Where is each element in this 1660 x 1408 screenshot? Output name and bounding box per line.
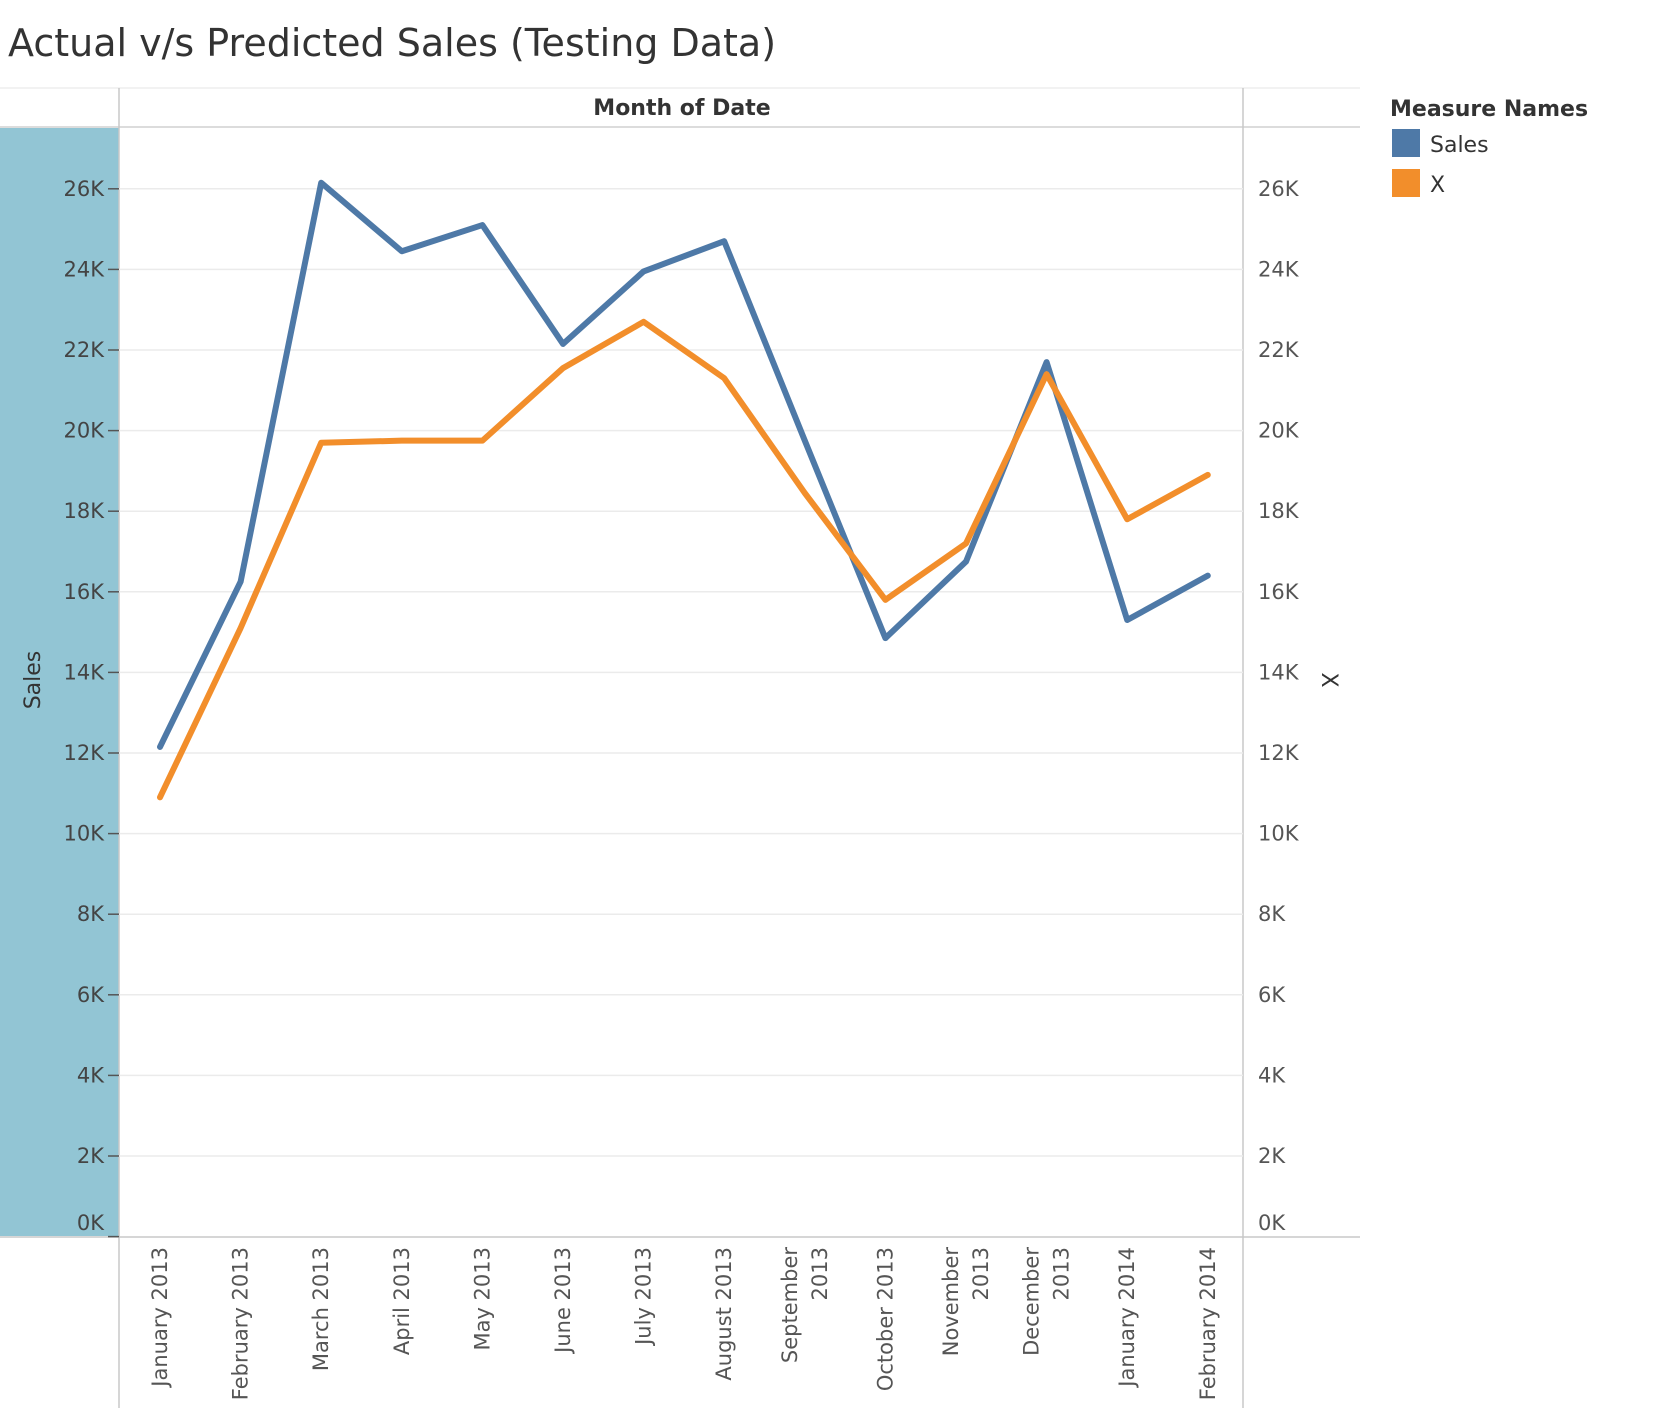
series-line-x[interactable]: [157, 318, 1211, 801]
legend-swatch[interactable]: [1392, 129, 1420, 157]
x-tick-label: June 2013: [551, 1247, 575, 1355]
series-lines: [157, 179, 1211, 801]
x-tick-label-line: November: [939, 1247, 963, 1357]
x-tick-label: March 2013: [309, 1247, 333, 1371]
y-left-tick-label: 26K: [64, 177, 106, 201]
y-right-tick-label: 26K: [1258, 177, 1300, 201]
x-tick-label-line: April 2013: [390, 1247, 414, 1355]
y-right-tick-label: 24K: [1258, 257, 1300, 281]
y-right-tick-label: 22K: [1258, 338, 1300, 362]
x-tick-label: July 2013: [632, 1247, 656, 1347]
x-tick-label-line: February 2014: [1196, 1247, 1220, 1400]
x-tick-label: April 2013: [390, 1247, 414, 1355]
y-right-tick-label: 14K: [1258, 660, 1300, 684]
left-axis-panel[interactable]: [0, 128, 119, 1236]
y-axis-right-title: X: [1316, 672, 1341, 687]
series-line-sales[interactable]: [157, 179, 1211, 750]
x-tick-label-line: March 2013: [309, 1247, 333, 1371]
x-tick-label: December 2013: [1020, 1247, 1074, 1356]
legend-swatch[interactable]: [1392, 169, 1420, 197]
y-left-tick-label: 4K: [77, 1063, 105, 1087]
x-tick-label: January 2014: [1115, 1247, 1139, 1389]
y-left-tick-label: 0K: [77, 1211, 105, 1235]
y-left-tick-label: 8K: [77, 902, 105, 926]
y-left-tick-label: 12K: [64, 741, 106, 765]
x-tick-label: January 2013: [148, 1247, 172, 1389]
y-right-tick-label: 6K: [1258, 983, 1286, 1007]
gridlines: [119, 188, 1243, 1157]
x-tick-label: February 2014: [1196, 1247, 1220, 1400]
y-right-tick-label: 2K: [1258, 1144, 1286, 1168]
x-tick-label-line: May 2013: [470, 1247, 494, 1351]
legend-label[interactable]: X: [1430, 173, 1445, 198]
y-left-tick-label: 6K: [77, 983, 105, 1007]
y-right-tick-label: 8K: [1258, 902, 1286, 926]
x-tick-label: November 2013: [939, 1247, 993, 1357]
x-tick-label-line: 2013: [808, 1247, 832, 1300]
y-right-tick-label: 18K: [1258, 499, 1300, 523]
x-tick-label-line: July 2013: [632, 1247, 656, 1347]
chart-title: Actual v/s Predicted Sales (Testing Data…: [8, 21, 776, 65]
x-tick-label: May 2013: [470, 1247, 494, 1351]
y-left-tick-label: 22K: [64, 338, 106, 362]
y-axis-right: 0K 2K 4K 6K 8K 10K 12K 14K 16K 18K 20K 22K 24K 26K: [1258, 177, 1300, 1235]
y-right-tick-label: 20K: [1258, 419, 1300, 443]
y-right-tick-label: 4K: [1258, 1063, 1286, 1087]
x-tick-label: October 2013: [873, 1247, 897, 1391]
legend-label[interactable]: Sales: [1430, 133, 1489, 158]
x-tick-label-line: January 2013: [148, 1247, 172, 1389]
y-right-tick-label: 10K: [1258, 822, 1300, 846]
y-axis-left-title: Sales: [21, 651, 46, 710]
y-left-tick-label: 20K: [64, 419, 106, 443]
x-tick-label-line: August 2013: [712, 1247, 736, 1381]
y-right-tick-label: 16K: [1258, 580, 1300, 604]
x-tick-label-line: June 2013: [551, 1247, 575, 1355]
x-tick-label-line: February 2013: [229, 1247, 253, 1400]
x-tick-label: August 2013: [712, 1247, 736, 1381]
y-left-tick-label: 14K: [64, 660, 106, 684]
y-right-tick-label: 12K: [1258, 741, 1300, 765]
x-tick-label-line: September: [778, 1247, 802, 1363]
y-axis-left: 0K 2K 4K 6K 8K 10K 12K 14K 16K 18K 20K 22K 24K 26K: [64, 177, 119, 1238]
y-right-tick-label: 0K: [1258, 1211, 1286, 1235]
legend: Measure Names Sales X: [1390, 97, 1588, 198]
y-left-tick-label: 16K: [64, 580, 106, 604]
x-tick-label-line: December: [1020, 1247, 1044, 1356]
legend-title: Measure Names: [1390, 97, 1588, 122]
x-tick-label: February 2013: [229, 1247, 253, 1400]
x-tick-label-line: January 2014: [1115, 1247, 1139, 1389]
x-tick-label-line: 2013: [969, 1247, 993, 1300]
y-left-tick-label: 18K: [64, 499, 106, 523]
x-axis: January 2013 February 2013 March 2013 April…: [148, 1247, 1220, 1401]
x-tick-label-line: 2013: [1050, 1247, 1074, 1300]
x-tick-label-line: October 2013: [873, 1247, 897, 1391]
y-left-tick-label: 2K: [77, 1144, 105, 1168]
y-left-tick-label: 24K: [64, 257, 106, 281]
header-title: Month of Date: [593, 96, 770, 121]
x-tick-label: September 2013: [778, 1247, 832, 1363]
y-left-tick-label: 10K: [64, 822, 106, 846]
